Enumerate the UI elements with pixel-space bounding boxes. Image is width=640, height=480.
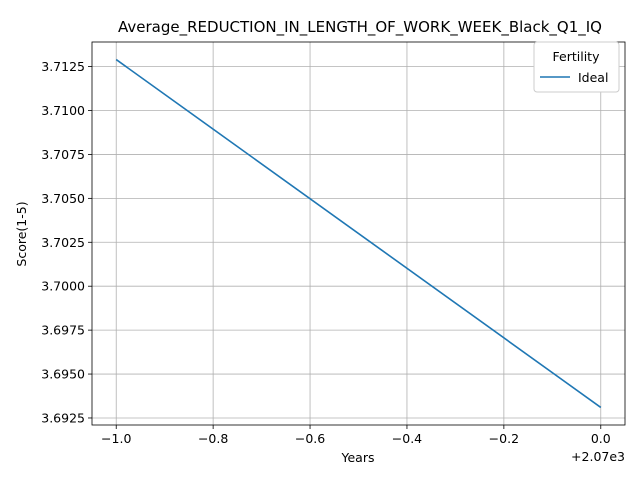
x-tick-label: −0.6 — [295, 431, 325, 446]
x-tick-label: −0.4 — [392, 431, 422, 446]
y-tick-label: 3.7125 — [41, 59, 85, 74]
x-axis-label: Years — [341, 450, 375, 465]
legend-label-ideal: Ideal — [578, 70, 608, 85]
y-tick-label: 3.7075 — [41, 147, 85, 162]
x-axis: −1.0 −0.8 −0.6 −0.4 −0.2 0.0 — [101, 425, 611, 446]
y-tick-label: 3.6925 — [41, 410, 85, 425]
series-line-ideal — [115, 58, 602, 409]
grid — [92, 42, 625, 425]
y-tick-label: 3.7025 — [41, 235, 85, 250]
y-tick-label: 3.7100 — [41, 103, 85, 118]
x-tick-label: −1.0 — [101, 431, 131, 446]
legend-box — [533, 41, 620, 93]
legend: Fertility Ideal — [533, 41, 620, 93]
chart-title: Average_REDUCTION_IN_LENGTH_OF_WORK_WEEK… — [118, 18, 602, 37]
y-tick-label: 3.6975 — [41, 323, 85, 338]
series-layer — [115, 58, 602, 409]
y-axis-label: Score(1-5) — [14, 201, 29, 266]
plot-frame — [91, 41, 626, 426]
x-tick-label: −0.2 — [489, 431, 519, 446]
x-tick-label: −0.8 — [198, 431, 228, 446]
x-tick-label: 0.0 — [591, 431, 611, 446]
y-axis: 3.6925 3.6950 3.6975 3.7000 3.7025 3.7050 3.70… — [41, 59, 92, 425]
y-tick-label: 3.6950 — [41, 367, 85, 382]
legend-title: Fertility — [553, 49, 601, 64]
y-tick-label: 3.7000 — [41, 279, 85, 294]
x-axis-offset: +2.07e3 — [571, 449, 625, 464]
y-tick-label: 3.7050 — [41, 191, 85, 206]
